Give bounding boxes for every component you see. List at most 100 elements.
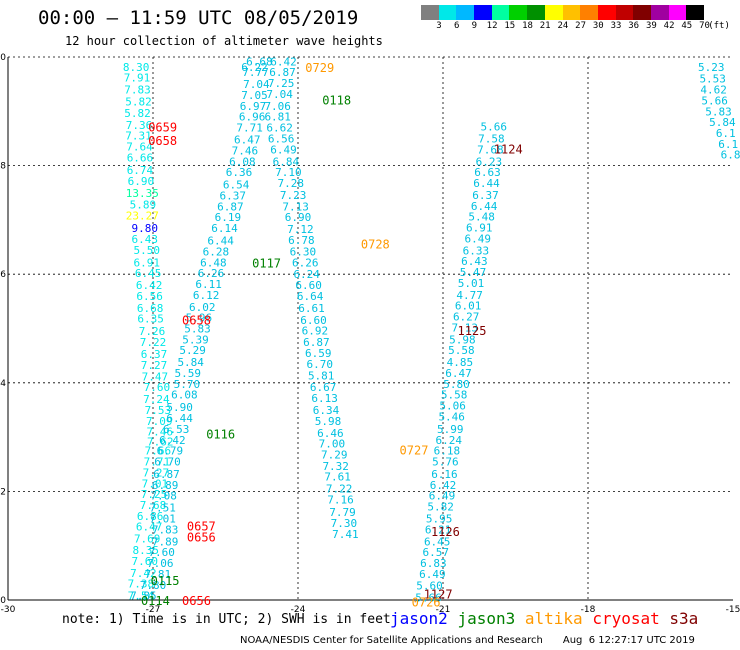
wave-height-value: 5.82 [125, 96, 152, 109]
y-tick-label: 4 [0, 379, 6, 389]
color-swatch [562, 5, 581, 20]
wave-height-value: 6.87 [303, 336, 330, 349]
color-swatch [509, 5, 528, 20]
pass-time-label: 0658 [148, 134, 177, 148]
color-scale-label: 39 [645, 21, 657, 31]
wave-height-value: 6.45 [135, 267, 162, 280]
wave-height-value: 6.48 [200, 256, 227, 269]
wave-height-value: 6.96 [239, 111, 266, 124]
wave-height-value: 6.43 [461, 255, 488, 268]
pass-time-label: 0659 [148, 121, 177, 135]
wave-height-value: 4.77 [456, 289, 483, 302]
wave-height-value: 13.35 [126, 187, 159, 200]
wave-height-value: 7.71 [144, 456, 171, 469]
color-swatch [527, 5, 545, 20]
wave-height-value: 6.33 [463, 244, 490, 257]
wave-height-value: 5.60 [416, 579, 443, 592]
wave-height-value: 7.25 [268, 77, 295, 90]
wave-height-value: 5.23 [698, 61, 725, 74]
wave-height-value: 23.27 [126, 210, 159, 223]
wave-height-value: 6.37 [472, 189, 499, 202]
wave-height-value: 6.42 [430, 479, 457, 492]
pass-time-label: 0727 [400, 444, 429, 458]
wave-height-value: 6.74 [127, 164, 154, 177]
wave-height-value: 5.82 [124, 107, 151, 120]
wave-height-value: 5.96 [186, 312, 213, 325]
pass-time-label: 0656 [182, 594, 211, 608]
wave-height-value: 5.66 [481, 121, 508, 134]
wave-height-value: 6.8 [721, 149, 740, 162]
wave-height-value: 7.62 [147, 435, 174, 448]
wave-height-value: 6.87 [153, 468, 180, 481]
wave-height-value: 6.53 [163, 423, 190, 436]
wave-height-value: 5.76 [432, 456, 459, 469]
wave-height-value: 6.30 [290, 245, 317, 258]
wave-height-value: 6.44 [473, 177, 500, 190]
wave-height-value: 7.13 [282, 200, 309, 213]
wave-height-value: 8.35 [133, 544, 160, 557]
wave-height-value: 7.08 [150, 490, 177, 503]
wave-height-value: 6.22 [241, 61, 268, 74]
wave-height-value: 6.70 [307, 358, 334, 371]
wave-height-value: 7.06 [264, 100, 291, 113]
wave-height-value: 6.45 [424, 535, 451, 548]
satellite-label: altika [524, 609, 593, 628]
wave-height-value: 6.1 [716, 127, 736, 140]
wave-height-value: 5.82 [427, 501, 454, 514]
wave-height-value: 7.01 [142, 477, 169, 490]
wave-height-value: 5.01 [458, 277, 485, 290]
wave-height-value: 6.70 [154, 456, 181, 469]
wave-height-value: 7.69 [134, 533, 161, 546]
wave-height-value: 6.27 [453, 311, 480, 324]
wave-height-value: 6.18 [434, 445, 461, 458]
wave-height-value: 6.44 [471, 200, 498, 213]
wave-height-value: 7.64 [126, 141, 153, 154]
wave-height-value: 6.62 [266, 122, 293, 135]
wave-height-value: 6.60 [295, 279, 322, 292]
wave-height-value: 6.68 [137, 302, 164, 315]
wave-height-value: 7.22 [140, 336, 167, 349]
wave-height-value: 7.47 [142, 370, 169, 383]
pass-time-label: 0726 [412, 596, 441, 610]
y-tick-label: 0 [0, 596, 6, 606]
wave-height-value: 5.66 [415, 591, 442, 604]
wave-height-value: 7.28 [278, 177, 305, 190]
color-swatch [597, 5, 616, 20]
wave-height-value: 7.77 [242, 66, 269, 79]
y-tick-label: 6 [0, 270, 6, 280]
wave-height-value: 7.27 [141, 359, 168, 372]
wave-height-value: 6.37 [220, 189, 247, 202]
wave-height-value: 5.50 [133, 244, 160, 257]
color-swatch [474, 5, 492, 20]
wave-height-value: 6.90 [128, 175, 155, 188]
color-scale-label: 36 [628, 21, 640, 31]
satellite-label: jason3 [457, 609, 525, 628]
wave-height-value: 6.02 [189, 301, 216, 314]
color-swatch [456, 5, 475, 20]
wave-height-value: 5.47 [460, 266, 487, 279]
wave-height-value: 6.24 [436, 434, 463, 447]
wave-height-value: 6.81 [264, 111, 291, 124]
wave-height-value: 5.81 [308, 370, 335, 383]
wave-height-value: 6.56 [268, 132, 295, 145]
wave-height-value: 7.42 [130, 567, 157, 580]
wave-height-value: 6.28 [203, 245, 230, 258]
wave-height-value: 6.01 [455, 300, 482, 313]
color-swatch [686, 5, 704, 20]
wave-height-value: 7.83 [124, 84, 151, 97]
pass-time-label: 0728 [361, 237, 390, 251]
wave-height-value: 7.25 [141, 488, 168, 501]
wave-height-value: 6.19 [215, 211, 242, 224]
color-scale-label: 45 [681, 21, 693, 31]
color-scale-unit: (ft) [708, 21, 730, 31]
pass-time-label: 0657 [187, 520, 216, 534]
wave-height-value: 6.56 [136, 290, 163, 303]
satellite-label: cryosat [592, 609, 670, 628]
wave-height-value: 6.89 [152, 479, 179, 492]
x-tick-label: -18 [581, 605, 596, 615]
wave-height-value: 7.09 [146, 415, 173, 428]
color-swatch [421, 5, 439, 20]
x-tick-label: -15 [726, 605, 740, 615]
wave-height-value: 7.10 [275, 166, 302, 179]
